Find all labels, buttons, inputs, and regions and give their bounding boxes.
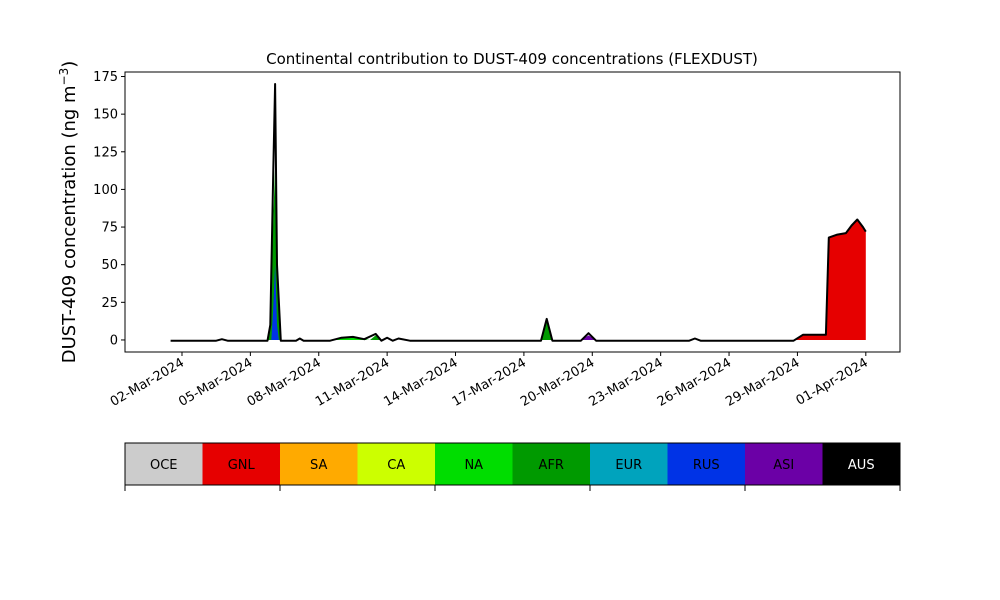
legend-swatch-afr (512, 443, 591, 485)
y-tick-label: 100 (93, 183, 118, 198)
legend-label-oce: OCE (150, 458, 178, 473)
x-tick-label: 05-Mar-2024 (176, 355, 255, 409)
legend-label-sa: SA (310, 458, 327, 473)
x-tick-label: 26-Mar-2024 (655, 355, 734, 409)
y-axis-label: DUST-409 concentration (ng m−3) (57, 61, 80, 364)
legend-label-na: NA (464, 458, 483, 473)
x-tick-label: 20-Mar-2024 (518, 355, 597, 409)
x-tick-label: 29-Mar-2024 (723, 355, 802, 409)
series-area-rus (170, 264, 866, 340)
legend-swatch-oce (125, 443, 203, 485)
legend-swatch-eur (590, 443, 668, 485)
legend-swatch-gnl (202, 443, 281, 485)
legend-label-asi: ASI (773, 458, 794, 473)
x-tick-label: 17-Mar-2024 (450, 355, 529, 409)
legend-label-aus: AUS (848, 458, 875, 473)
legend-swatch-na (435, 443, 513, 485)
x-tick-label: 08-Mar-2024 (245, 355, 324, 409)
x-tick-label: 23-Mar-2024 (587, 355, 666, 409)
legend-swatch-aus (822, 443, 901, 485)
y-tick-label: 25 (101, 296, 118, 311)
plot-frame (124, 71, 901, 353)
legend-swatch-ca (357, 443, 436, 485)
axes-layer: 0 25 50 75 100 125 150 175 02-Mar-202405-Mar-202… (93, 70, 901, 410)
x-tick-label: 14-Mar-2024 (381, 355, 460, 409)
chart-title: Continental contribution to DUST-409 con… (266, 50, 758, 68)
legend-swatch-asi (745, 443, 823, 485)
legend-label-gnl: GNL (228, 458, 256, 473)
legend-label-afr: AFR (539, 458, 564, 473)
y-tick-label: 150 (93, 108, 118, 123)
legend-colorbar: OCE GNL SA CA NA AFR EUR RUS ASI AUS (124, 442, 901, 491)
legend-frame (124, 442, 901, 486)
y-tick-label: 50 (101, 258, 118, 273)
legend-swatch-sa (280, 443, 358, 485)
legend-label-ca: CA (387, 458, 405, 473)
x-tick-label: 01-Apr-2024 (794, 355, 871, 408)
legend-label-eur: EUR (615, 458, 642, 473)
series-line-total (170, 83, 867, 342)
x-tick-label: 02-Mar-2024 (108, 355, 187, 409)
legend-label-rus: RUS (693, 458, 720, 473)
x-tick-label: 11-Mar-2024 (313, 355, 392, 409)
y-tick-label: 175 (93, 70, 118, 85)
y-tick-label: 125 (93, 145, 118, 160)
y-tick-label: 0 (110, 333, 118, 348)
legend-swatch-rus (667, 443, 746, 485)
y-tick-label: 75 (101, 221, 118, 236)
series-layer (170, 83, 867, 342)
